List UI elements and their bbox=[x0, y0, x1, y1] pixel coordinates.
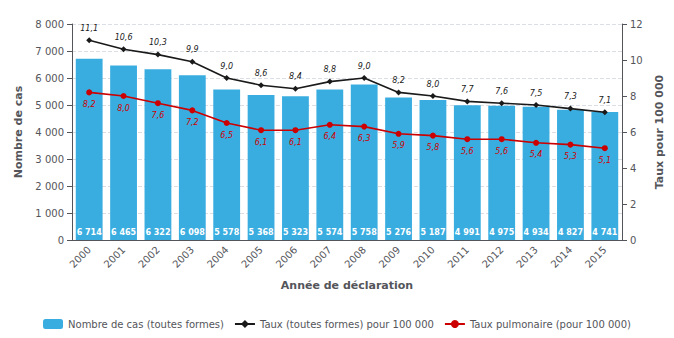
svg-text:7,3: 7,3 bbox=[564, 92, 577, 101]
svg-text:2002: 2002 bbox=[136, 244, 162, 270]
svg-text:Nombre de cas (toutes formes): Nombre de cas (toutes formes) bbox=[68, 319, 224, 330]
svg-text:4 000: 4 000 bbox=[35, 127, 64, 138]
svg-text:5 368: 5 368 bbox=[249, 228, 274, 237]
svg-text:5,6: 5,6 bbox=[495, 147, 508, 156]
svg-text:4 741: 4 741 bbox=[592, 228, 617, 237]
svg-text:Nombre de cas: Nombre de cas bbox=[12, 85, 25, 178]
svg-text:2012: 2012 bbox=[480, 244, 506, 270]
svg-text:Année de déclaration: Année de déclaration bbox=[281, 279, 413, 292]
svg-text:8,0: 8,0 bbox=[117, 104, 130, 113]
svg-text:7 000: 7 000 bbox=[35, 46, 64, 57]
svg-text:8,2: 8,2 bbox=[392, 76, 405, 85]
svg-text:8: 8 bbox=[630, 91, 636, 102]
svg-text:9,0: 9,0 bbox=[358, 62, 371, 71]
svg-text:2010: 2010 bbox=[411, 244, 437, 270]
svg-text:6,1: 6,1 bbox=[255, 138, 268, 147]
svg-text:8,6: 8,6 bbox=[255, 69, 268, 78]
svg-text:4 975: 4 975 bbox=[489, 228, 514, 237]
svg-text:3 000: 3 000 bbox=[35, 154, 64, 165]
svg-text:2000: 2000 bbox=[67, 244, 93, 270]
svg-text:2 000: 2 000 bbox=[35, 181, 64, 192]
svg-text:5,4: 5,4 bbox=[530, 150, 543, 159]
svg-text:7,2: 7,2 bbox=[186, 118, 199, 127]
svg-text:6: 6 bbox=[630, 127, 636, 138]
svg-text:9,9: 9,9 bbox=[186, 45, 199, 54]
svg-text:8,8: 8,8 bbox=[323, 65, 336, 74]
svg-text:6 714: 6 714 bbox=[77, 228, 102, 237]
svg-text:7,1: 7,1 bbox=[598, 96, 611, 105]
svg-text:2011: 2011 bbox=[445, 244, 471, 270]
svg-text:2013: 2013 bbox=[514, 244, 540, 270]
svg-text:5,3: 5,3 bbox=[564, 152, 577, 161]
svg-text:0: 0 bbox=[58, 235, 64, 246]
svg-text:Taux (toutes formes) pour 100: Taux (toutes formes) pour 100 000 bbox=[259, 319, 434, 330]
svg-text:Taux pulmonaire (pour 100 000): Taux pulmonaire (pour 100 000) bbox=[469, 319, 631, 330]
svg-text:7,6: 7,6 bbox=[152, 111, 165, 120]
svg-text:7,5: 7,5 bbox=[530, 89, 543, 98]
svg-text:4: 4 bbox=[630, 163, 636, 174]
svg-text:2014: 2014 bbox=[549, 244, 575, 270]
svg-text:4 827: 4 827 bbox=[558, 228, 583, 237]
svg-text:5 323: 5 323 bbox=[283, 228, 308, 237]
svg-text:2004: 2004 bbox=[205, 244, 231, 270]
svg-text:6 098: 6 098 bbox=[180, 228, 205, 237]
svg-text:7,7: 7,7 bbox=[461, 85, 475, 94]
svg-text:12: 12 bbox=[630, 19, 643, 30]
svg-text:10,3: 10,3 bbox=[149, 38, 167, 47]
svg-text:2: 2 bbox=[630, 199, 636, 210]
svg-text:9,0: 9,0 bbox=[220, 62, 233, 71]
svg-text:5 187: 5 187 bbox=[420, 228, 445, 237]
svg-text:1 000: 1 000 bbox=[35, 208, 64, 219]
svg-text:6,1: 6,1 bbox=[289, 138, 302, 147]
svg-text:6,3: 6,3 bbox=[358, 134, 371, 143]
svg-text:8,2: 8,2 bbox=[83, 100, 96, 109]
svg-text:5,6: 5,6 bbox=[461, 147, 474, 156]
svg-text:6,5: 6,5 bbox=[220, 131, 233, 140]
svg-text:2009: 2009 bbox=[377, 244, 403, 270]
svg-text:6 465: 6 465 bbox=[111, 228, 136, 237]
svg-text:2005: 2005 bbox=[239, 244, 265, 270]
svg-text:2007: 2007 bbox=[308, 244, 334, 270]
svg-text:2008: 2008 bbox=[342, 244, 368, 270]
svg-text:5,9: 5,9 bbox=[392, 141, 405, 150]
svg-text:5 000: 5 000 bbox=[35, 100, 64, 111]
svg-text:7,6: 7,6 bbox=[495, 87, 508, 96]
svg-text:4 934: 4 934 bbox=[524, 228, 549, 237]
svg-text:6 000: 6 000 bbox=[35, 73, 64, 84]
svg-text:2001: 2001 bbox=[102, 244, 128, 270]
svg-text:6,4: 6,4 bbox=[323, 132, 336, 141]
svg-text:4 991: 4 991 bbox=[455, 228, 480, 237]
svg-text:6 322: 6 322 bbox=[145, 228, 170, 237]
svg-text:10: 10 bbox=[630, 55, 643, 66]
svg-text:2006: 2006 bbox=[274, 244, 300, 270]
svg-text:8,4: 8,4 bbox=[289, 72, 302, 81]
svg-text:11,1: 11,1 bbox=[80, 24, 98, 33]
svg-text:8,0: 8,0 bbox=[427, 80, 440, 89]
svg-text:8 000: 8 000 bbox=[35, 19, 64, 30]
svg-text:Taux pour 100 000: Taux pour 100 000 bbox=[653, 74, 666, 189]
svg-text:0: 0 bbox=[630, 235, 636, 246]
svg-text:5 758: 5 758 bbox=[352, 228, 377, 237]
svg-text:5 276: 5 276 bbox=[386, 228, 411, 237]
svg-text:2015: 2015 bbox=[583, 244, 609, 270]
svg-text:5,1: 5,1 bbox=[598, 156, 611, 165]
svg-text:5,8: 5,8 bbox=[427, 143, 440, 152]
svg-text:2003: 2003 bbox=[170, 244, 196, 270]
svg-text:5 574: 5 574 bbox=[317, 228, 342, 237]
svg-text:10,6: 10,6 bbox=[115, 33, 133, 42]
svg-text:5 578: 5 578 bbox=[214, 228, 239, 237]
